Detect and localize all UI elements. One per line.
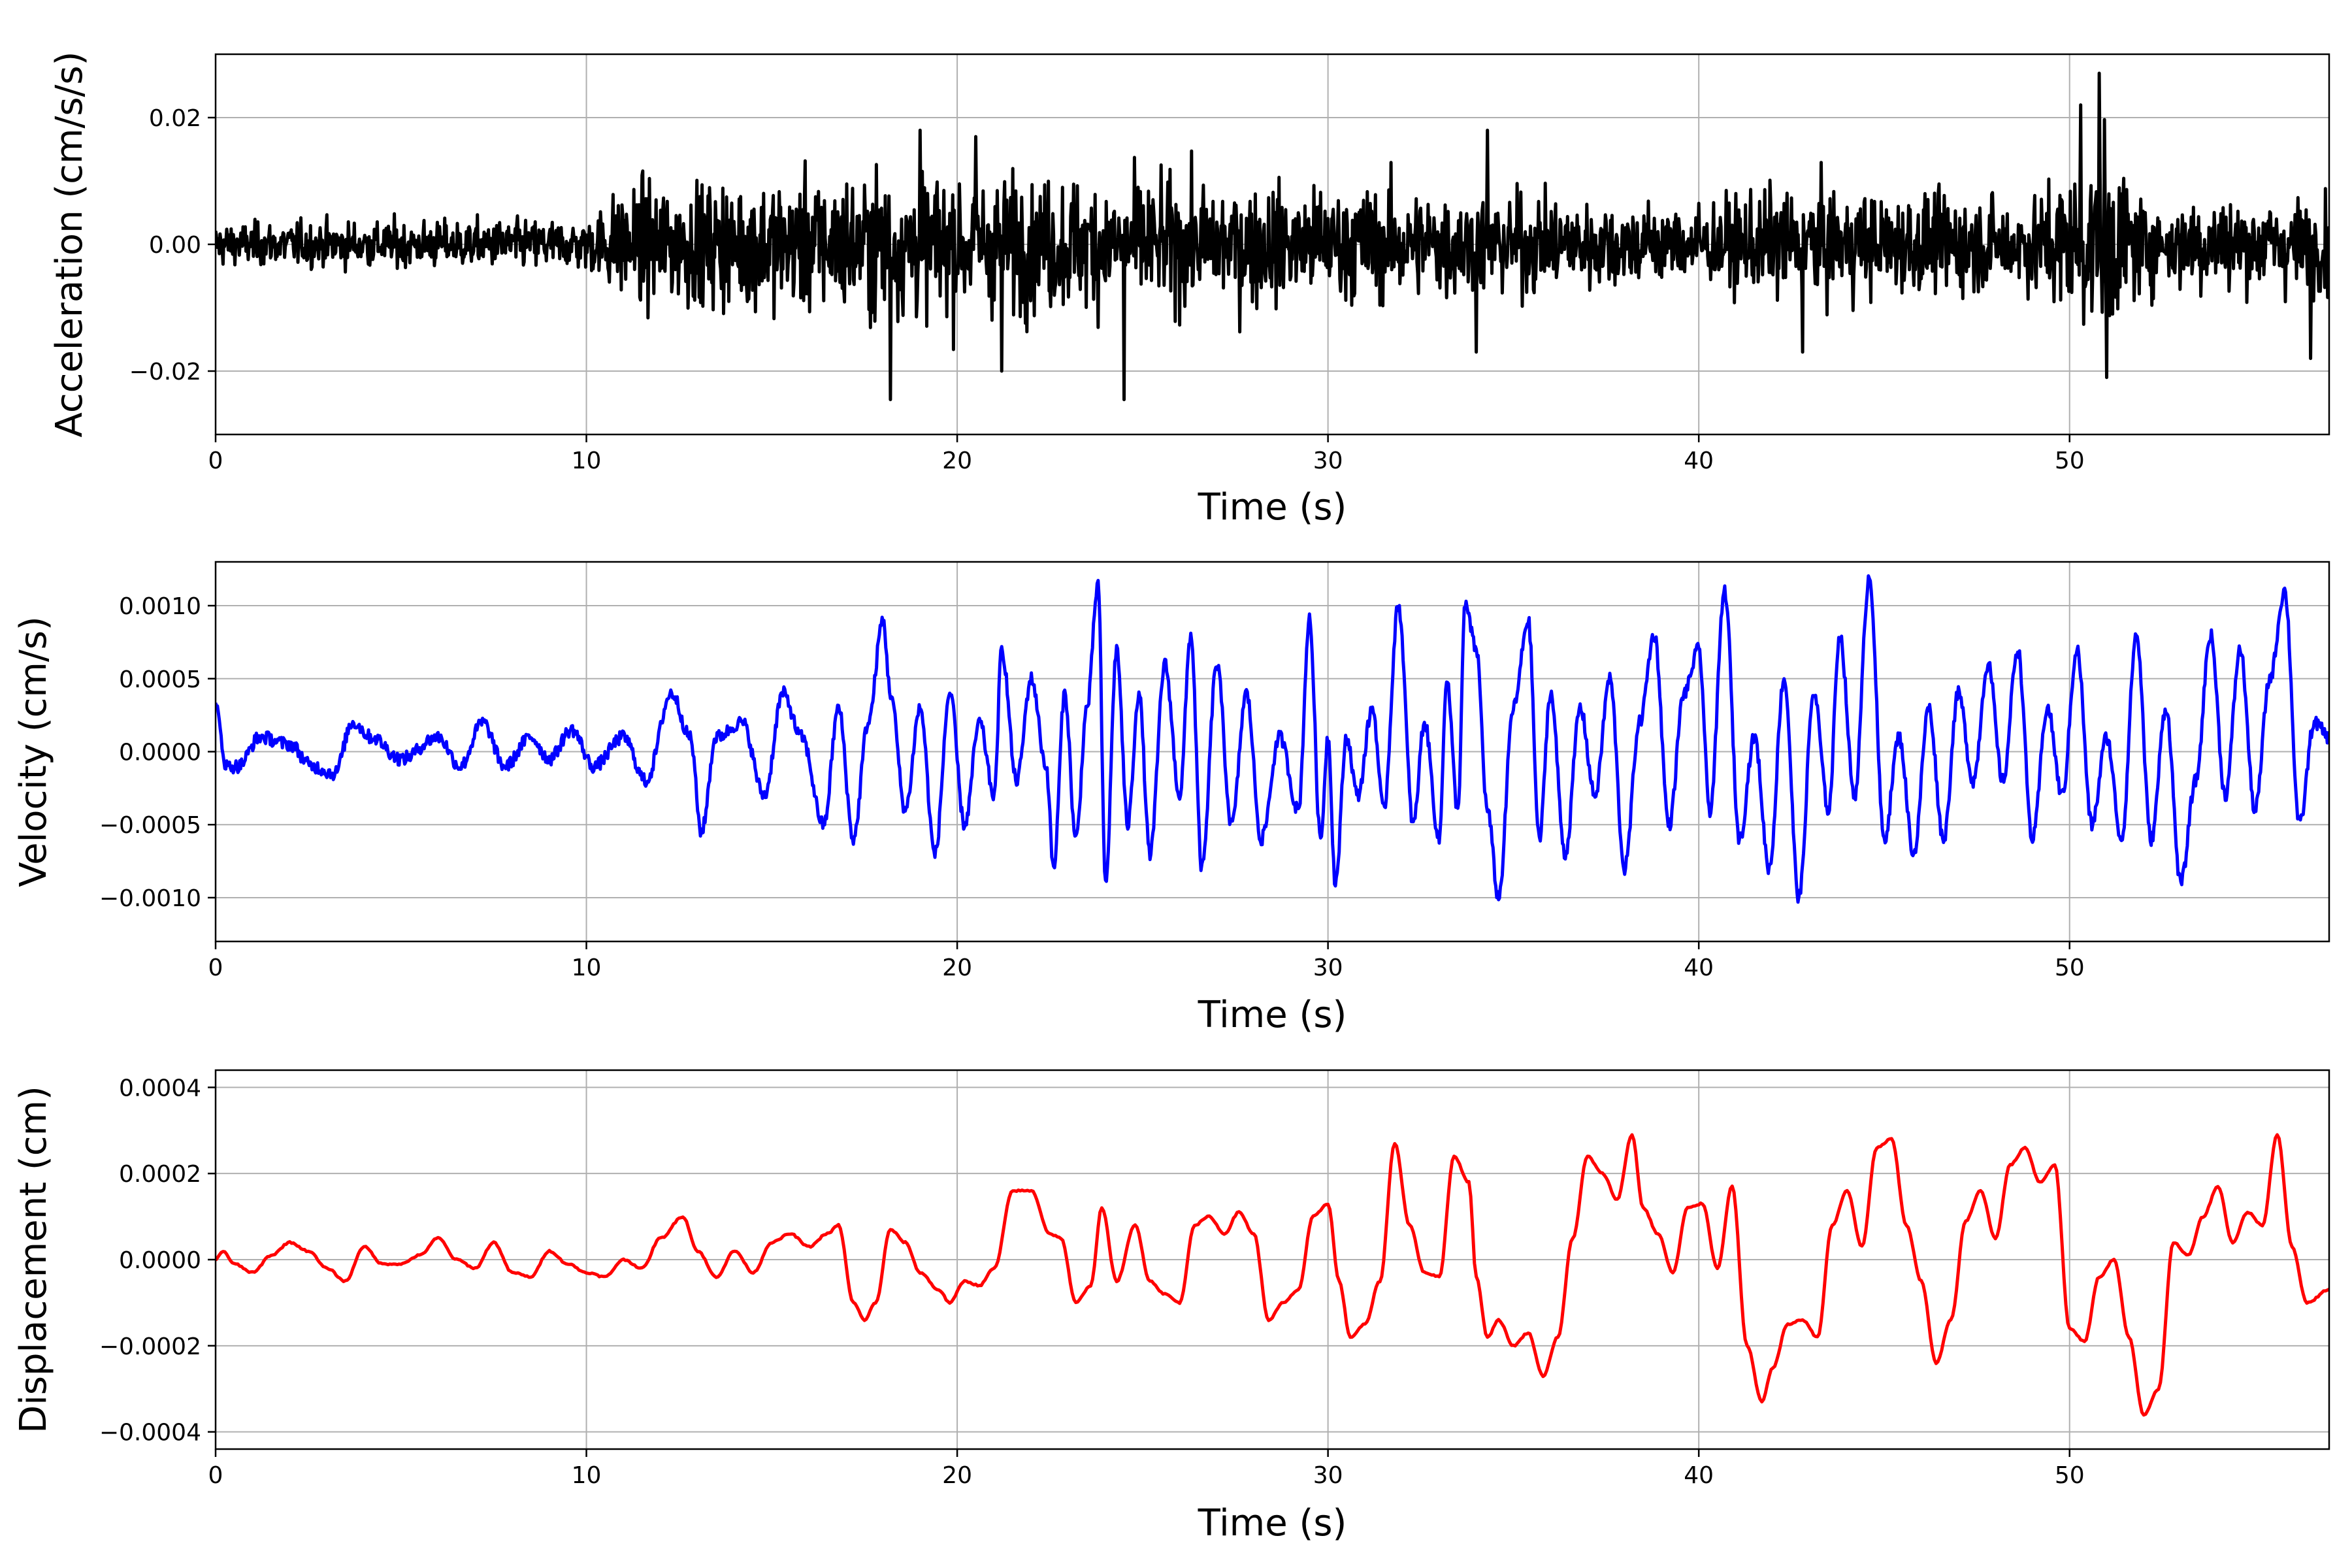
x-tick-label: 0: [208, 1462, 223, 1489]
acceleration-series-line: [216, 71, 2329, 402]
y-tick-label: 0.0000: [119, 740, 201, 766]
x-tick-label: 0: [208, 955, 223, 981]
x-tick-label: 40: [1684, 955, 1714, 981]
x-tick-label: 50: [2055, 955, 2085, 981]
y-tick-label: −0.0010: [99, 885, 201, 912]
y-tick-label: 0.00: [149, 232, 201, 259]
y-tick-label: −0.02: [129, 359, 201, 385]
x-tick-label: 50: [2055, 1462, 2085, 1489]
x-tick-label: 0: [208, 448, 223, 474]
y-tick-label: 0.02: [149, 105, 201, 132]
y-tick-label: 0.0004: [119, 1075, 201, 1102]
x-tick-label: 10: [572, 955, 602, 981]
y-tick-label: −0.0004: [99, 1420, 201, 1446]
y-tick-label: 0.0005: [119, 666, 201, 693]
y-tick-label: 0.0002: [119, 1161, 201, 1188]
x-axis-label: Time (s): [1198, 994, 1347, 1036]
panel-acceleration: 0 10 20 30 40 50 −0.02 0.00 0.02 Time (s) Accelera…: [48, 52, 2330, 529]
velocity-series-line: [216, 574, 2329, 904]
panel-velocity: 0 10 20 30 40 50 −0.0010 −0.0005 0.0000 0.0005 0.0…: [12, 561, 2330, 1036]
x-tick-label: 30: [1313, 448, 1343, 474]
displacement-series-line: [216, 1133, 2329, 1417]
x-tick-label: 20: [942, 1462, 972, 1489]
y-tick-label: −0.0002: [99, 1333, 201, 1360]
x-tick-label: 50: [2055, 448, 2085, 474]
x-tick-label: 10: [572, 1462, 602, 1489]
y-axis-label: Acceleration (cm/s/s): [48, 52, 91, 438]
y-axis-label: Velocity (cm/s): [12, 616, 55, 887]
y-tick-label: 0.0000: [119, 1247, 201, 1274]
x-tick-label: 10: [572, 448, 602, 474]
x-tick-label: 40: [1684, 448, 1714, 474]
x-axis-label: Time (s): [1198, 486, 1347, 529]
y-axis-label: Displacement (cm): [12, 1086, 55, 1433]
panel-displacement: 0 10 20 30 40 50 −0.0004 −0.0002 0.0000 0.0002 0.0…: [12, 1069, 2330, 1544]
x-tick-label: 30: [1313, 955, 1343, 981]
x-tick-label: 20: [942, 955, 972, 981]
x-tick-label: 30: [1313, 1462, 1343, 1489]
y-tick-label: −0.0005: [99, 812, 201, 839]
x-tick-label: 40: [1684, 1462, 1714, 1489]
x-tick-label: 20: [942, 448, 972, 474]
x-axis-label: Time (s): [1198, 1502, 1347, 1544]
y-tick-label: 0.0010: [119, 593, 201, 620]
